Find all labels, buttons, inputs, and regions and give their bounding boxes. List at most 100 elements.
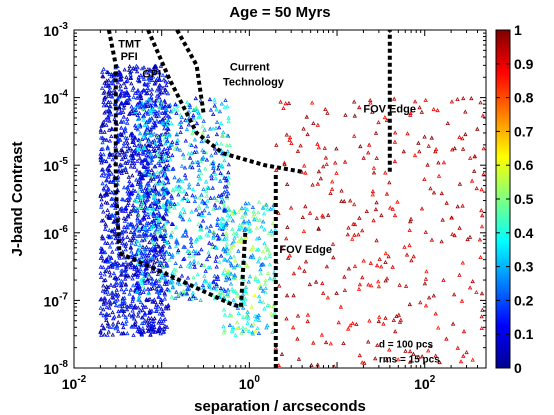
data-point — [190, 165, 195, 170]
data-point — [219, 195, 224, 200]
data-point — [287, 253, 292, 258]
data-point — [184, 118, 190, 123]
data-point — [209, 153, 214, 158]
data-point — [273, 227, 278, 232]
data-point — [197, 167, 202, 172]
data-point — [112, 213, 117, 218]
data-point — [152, 164, 157, 169]
data-point — [377, 256, 382, 261]
data-point — [99, 332, 104, 337]
data-point — [141, 145, 147, 150]
data-point — [147, 190, 153, 195]
data-point — [224, 133, 230, 138]
data-point — [98, 157, 103, 162]
data-point — [121, 308, 127, 313]
data-point — [110, 229, 115, 234]
data-point — [107, 244, 113, 249]
data-point — [479, 208, 484, 213]
data-point — [169, 229, 175, 234]
data-point — [165, 118, 170, 123]
data-point — [206, 265, 211, 270]
data-point — [174, 289, 179, 294]
data-point — [107, 138, 113, 143]
data-point — [233, 332, 238, 337]
data-point — [128, 229, 134, 234]
data-point — [265, 303, 270, 308]
data-point — [229, 263, 234, 268]
data-point — [113, 236, 118, 241]
data-point — [131, 65, 136, 70]
data-point — [98, 154, 104, 159]
data-point — [371, 218, 376, 223]
data-point — [117, 281, 123, 286]
data-point — [127, 67, 132, 72]
data-point — [130, 182, 135, 187]
data-point — [134, 271, 139, 276]
data-point — [110, 310, 115, 315]
data-point — [225, 212, 230, 217]
data-point — [128, 157, 133, 162]
data-point — [221, 216, 226, 221]
data-point — [137, 228, 142, 233]
data-point — [147, 246, 152, 251]
data-point — [151, 176, 156, 181]
data-point — [105, 187, 110, 192]
data-point — [207, 228, 212, 233]
data-point — [143, 99, 149, 104]
data-point — [152, 71, 157, 76]
data-point — [181, 188, 187, 193]
data-point — [157, 158, 162, 163]
chart-title: Age = 50 Myrs — [229, 4, 330, 21]
data-point — [113, 261, 118, 266]
data-point — [221, 271, 226, 276]
data-point — [157, 104, 162, 109]
data-point — [101, 265, 106, 270]
data-point — [144, 172, 149, 177]
data-point — [166, 153, 171, 158]
data-point — [199, 247, 204, 252]
data-point — [123, 208, 128, 213]
data-point — [142, 250, 148, 255]
data-point — [112, 101, 118, 106]
data-point — [222, 189, 227, 194]
data-point — [196, 250, 201, 255]
data-point — [436, 325, 441, 330]
data-point — [163, 279, 169, 284]
data-point — [128, 75, 133, 80]
data-point — [256, 330, 262, 335]
data-point — [163, 202, 168, 207]
data-point — [193, 194, 198, 199]
data-point — [154, 302, 159, 307]
data-point — [305, 132, 310, 137]
data-point — [247, 228, 253, 233]
data-point — [249, 304, 254, 309]
data-point — [345, 232, 350, 237]
data-point — [107, 162, 113, 167]
data-point — [99, 248, 105, 253]
data-point — [252, 217, 257, 222]
data-point — [117, 76, 123, 81]
data-point — [320, 281, 325, 286]
data-point — [214, 281, 219, 286]
data-point — [150, 139, 155, 144]
data-point — [157, 262, 162, 267]
data-point — [144, 70, 149, 75]
data-point — [110, 196, 115, 201]
data-point — [174, 184, 179, 189]
data-point — [458, 359, 464, 364]
data-point — [163, 79, 168, 84]
data-point — [157, 141, 163, 146]
data-point — [105, 257, 110, 262]
data-point — [267, 262, 272, 267]
data-point — [243, 285, 249, 290]
data-point — [214, 244, 219, 249]
data-point — [175, 250, 180, 255]
data-point — [123, 315, 128, 320]
data-point — [108, 282, 114, 287]
data-point — [174, 140, 180, 145]
data-point — [138, 94, 143, 99]
data-point — [157, 178, 162, 183]
data-point — [431, 190, 437, 195]
data-point — [106, 189, 111, 194]
data-point — [374, 155, 379, 160]
